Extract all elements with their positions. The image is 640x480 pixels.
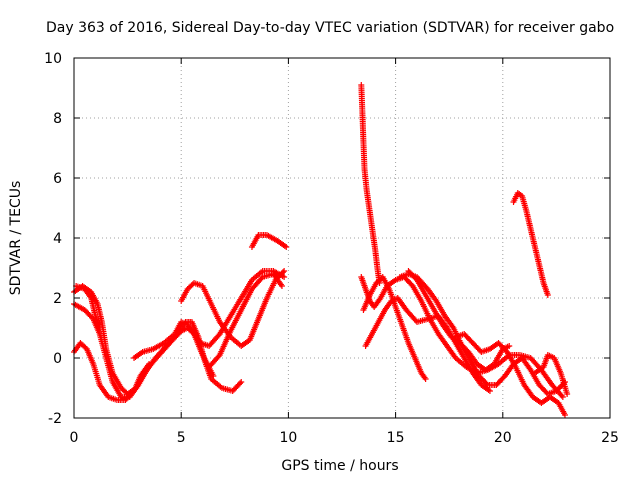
data-point <box>281 268 288 274</box>
x-axis: 0 5 10 15 20 25 <box>70 58 619 446</box>
data-point <box>279 269 286 276</box>
data-point <box>483 380 490 387</box>
data-point <box>564 391 571 397</box>
x-axis-label: GPS time / hours <box>281 458 398 474</box>
data-point <box>559 394 566 400</box>
y-axis-label: SDTVAR / TECUs <box>8 181 24 296</box>
data-point <box>146 361 153 367</box>
data-point <box>278 283 285 289</box>
y-tick-label: 6 <box>53 171 62 187</box>
data-point <box>558 392 565 399</box>
data-point <box>238 379 245 385</box>
data-point <box>96 325 103 331</box>
data-point <box>486 388 493 394</box>
chart-title: Day 363 of 2016, Sidereal Day-to-day VTE… <box>46 20 614 36</box>
data-point <box>544 292 551 298</box>
y-tick-label: 8 <box>53 111 62 127</box>
x-tick-label: 10 <box>279 430 297 446</box>
data-point <box>215 353 222 360</box>
y-tick-label: -2 <box>48 411 62 427</box>
data-point <box>210 373 217 379</box>
data-points <box>71 82 571 418</box>
data-point <box>237 380 244 387</box>
y-tick-label: 2 <box>53 291 62 307</box>
gridlines <box>74 58 610 418</box>
y-axis: -2 0 2 4 6 8 10 <box>44 51 610 427</box>
data-point <box>283 244 290 250</box>
x-tick-label: 5 <box>177 430 186 446</box>
x-tick-label: 15 <box>387 430 405 446</box>
x-tick-label: 0 <box>70 430 79 446</box>
x-tick-label: 20 <box>494 430 512 446</box>
data-point <box>281 274 288 280</box>
x-tick-label: 25 <box>601 430 619 446</box>
y-tick-label: 10 <box>44 51 62 67</box>
data-point <box>422 376 429 382</box>
y-tick-label: 4 <box>53 231 62 247</box>
data-point <box>506 343 513 349</box>
y-tick-label: 0 <box>53 351 62 367</box>
data-point <box>561 412 568 418</box>
